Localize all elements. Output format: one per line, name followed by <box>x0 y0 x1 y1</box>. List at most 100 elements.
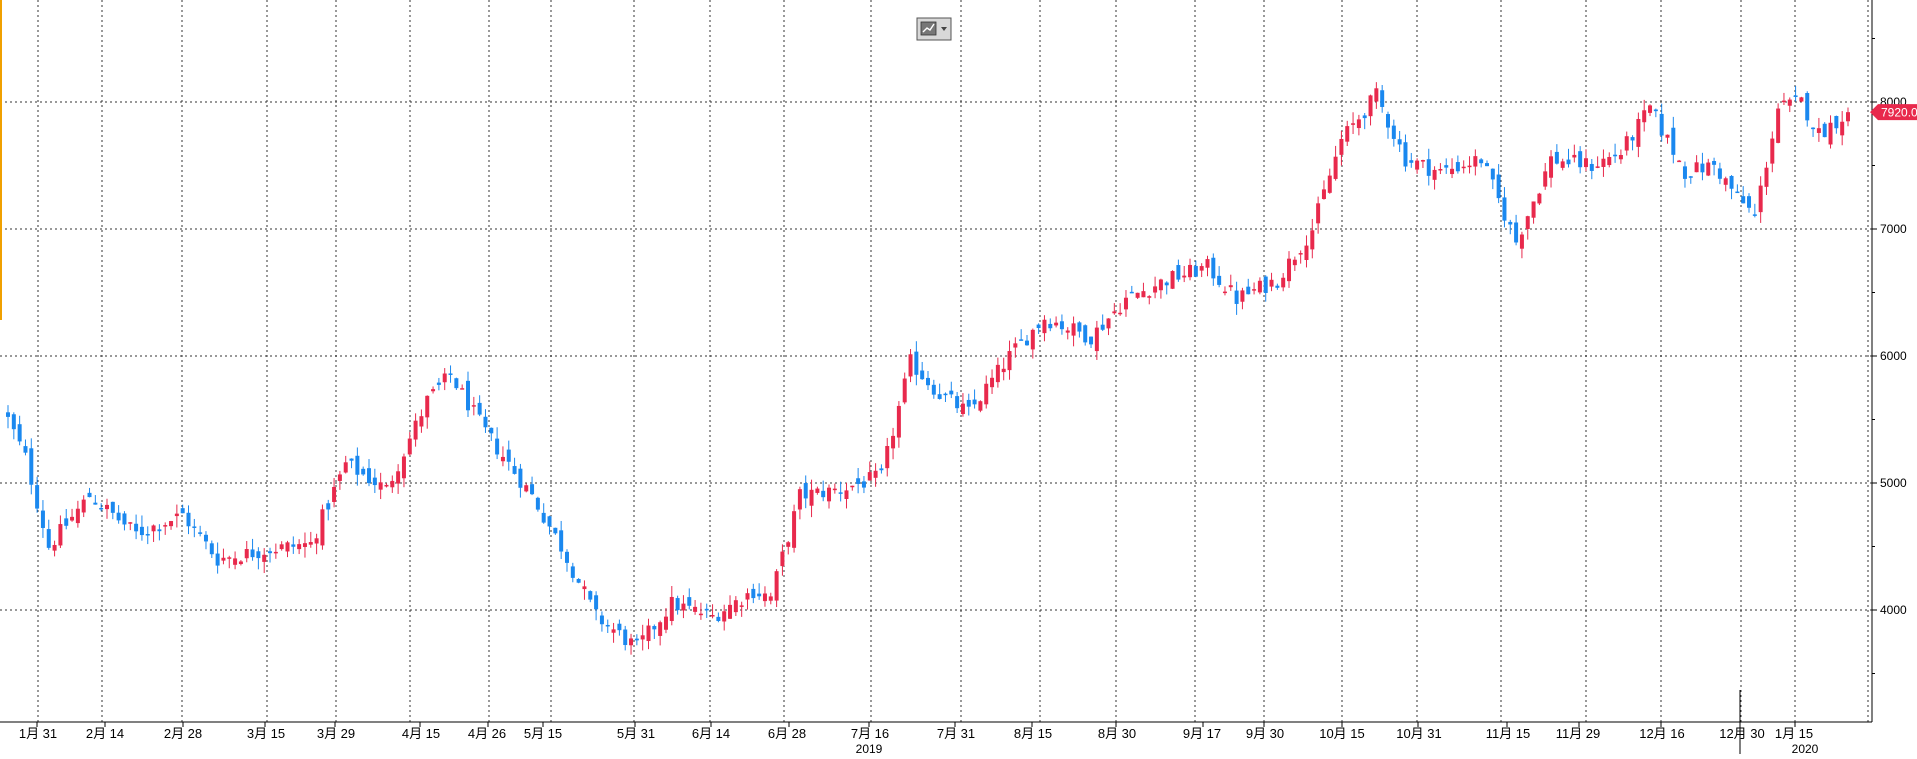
candle <box>652 624 657 639</box>
candle-body <box>1415 160 1420 170</box>
candle <box>268 547 273 563</box>
candle <box>1583 149 1588 172</box>
candle-body <box>797 489 802 510</box>
candle <box>1129 285 1134 294</box>
candle <box>751 583 756 604</box>
candle-body <box>594 595 599 610</box>
candle <box>797 486 802 520</box>
candle <box>576 578 581 584</box>
candle <box>1432 166 1437 190</box>
candle-body <box>1374 88 1379 102</box>
candle <box>1747 193 1752 213</box>
candle-body <box>850 485 855 488</box>
candle <box>931 379 936 399</box>
candle <box>1450 158 1455 179</box>
candle <box>658 620 663 646</box>
candle <box>757 583 762 600</box>
candle-body <box>1723 178 1728 185</box>
candle <box>535 496 540 512</box>
candle <box>512 457 517 475</box>
candle-body <box>943 393 948 396</box>
candle-body <box>419 416 424 427</box>
x-tick-label: 7月 31 <box>937 726 975 741</box>
candle-body <box>827 487 832 502</box>
candle <box>1310 218 1315 259</box>
candle <box>1182 265 1187 283</box>
candle-body <box>1316 203 1321 224</box>
candle-body <box>1618 154 1623 160</box>
candle <box>1566 148 1571 168</box>
candle <box>93 495 98 505</box>
y-tick-label: 4000 <box>1880 603 1907 617</box>
candle-body <box>1112 311 1117 314</box>
candle <box>1089 336 1094 349</box>
candle-body <box>1473 156 1478 167</box>
candle <box>617 619 622 636</box>
candle-body <box>634 638 639 641</box>
candle-body <box>1147 296 1152 298</box>
candle-body <box>1275 285 1280 288</box>
candle <box>454 377 459 390</box>
candle <box>1257 277 1262 295</box>
candle <box>739 601 744 617</box>
candle-body <box>1269 279 1274 287</box>
candle <box>1158 278 1163 299</box>
candle <box>442 368 447 391</box>
candle <box>1164 281 1169 295</box>
candle <box>926 371 930 391</box>
candle <box>908 348 913 383</box>
candle-body <box>169 521 174 527</box>
candle <box>669 586 674 626</box>
candle-body <box>530 484 535 495</box>
candle-body <box>221 557 226 561</box>
candle-body <box>489 427 494 434</box>
x-tick-label: 12月 30 <box>1719 726 1765 741</box>
candle-body <box>431 389 436 392</box>
candle <box>1054 316 1059 328</box>
candle <box>431 386 436 394</box>
year-label: 2020 <box>1792 742 1819 754</box>
candle <box>396 464 401 494</box>
candle <box>104 498 109 519</box>
candle <box>291 536 296 554</box>
x-tick-label: 2月 28 <box>164 726 202 741</box>
candle <box>716 612 721 623</box>
candle <box>297 539 302 555</box>
chart-type-menu-button[interactable] <box>916 17 952 41</box>
candle-body <box>29 448 34 485</box>
candle <box>937 383 942 400</box>
candle-body <box>495 438 500 455</box>
candle <box>99 503 104 512</box>
candle <box>1106 318 1111 336</box>
candle <box>1007 340 1012 380</box>
candle-body <box>564 551 569 563</box>
candle-body <box>1537 193 1542 204</box>
candle <box>681 595 686 619</box>
candle <box>1642 99 1647 132</box>
x-tick-label: 11月 29 <box>1556 726 1601 741</box>
candle <box>1403 134 1408 172</box>
candle <box>803 475 808 509</box>
candle <box>244 540 249 563</box>
candle <box>1153 276 1158 299</box>
candle-body <box>803 483 808 499</box>
candle <box>1409 152 1414 168</box>
candle <box>273 543 278 559</box>
candle-body <box>885 445 890 469</box>
candle <box>827 484 832 509</box>
candle-body <box>227 557 232 559</box>
candle <box>1519 231 1524 259</box>
candle <box>1554 144 1559 165</box>
candle-body <box>145 534 150 536</box>
candle-body <box>1228 285 1233 288</box>
candle <box>1648 104 1653 117</box>
candle <box>1700 152 1705 181</box>
candle <box>1525 215 1530 240</box>
candle-body <box>908 354 913 377</box>
candle-body <box>1758 185 1763 213</box>
candle <box>640 624 645 651</box>
candle <box>1123 290 1128 317</box>
candle-body <box>134 523 139 532</box>
candle-body <box>926 377 930 386</box>
candle <box>1036 323 1041 335</box>
